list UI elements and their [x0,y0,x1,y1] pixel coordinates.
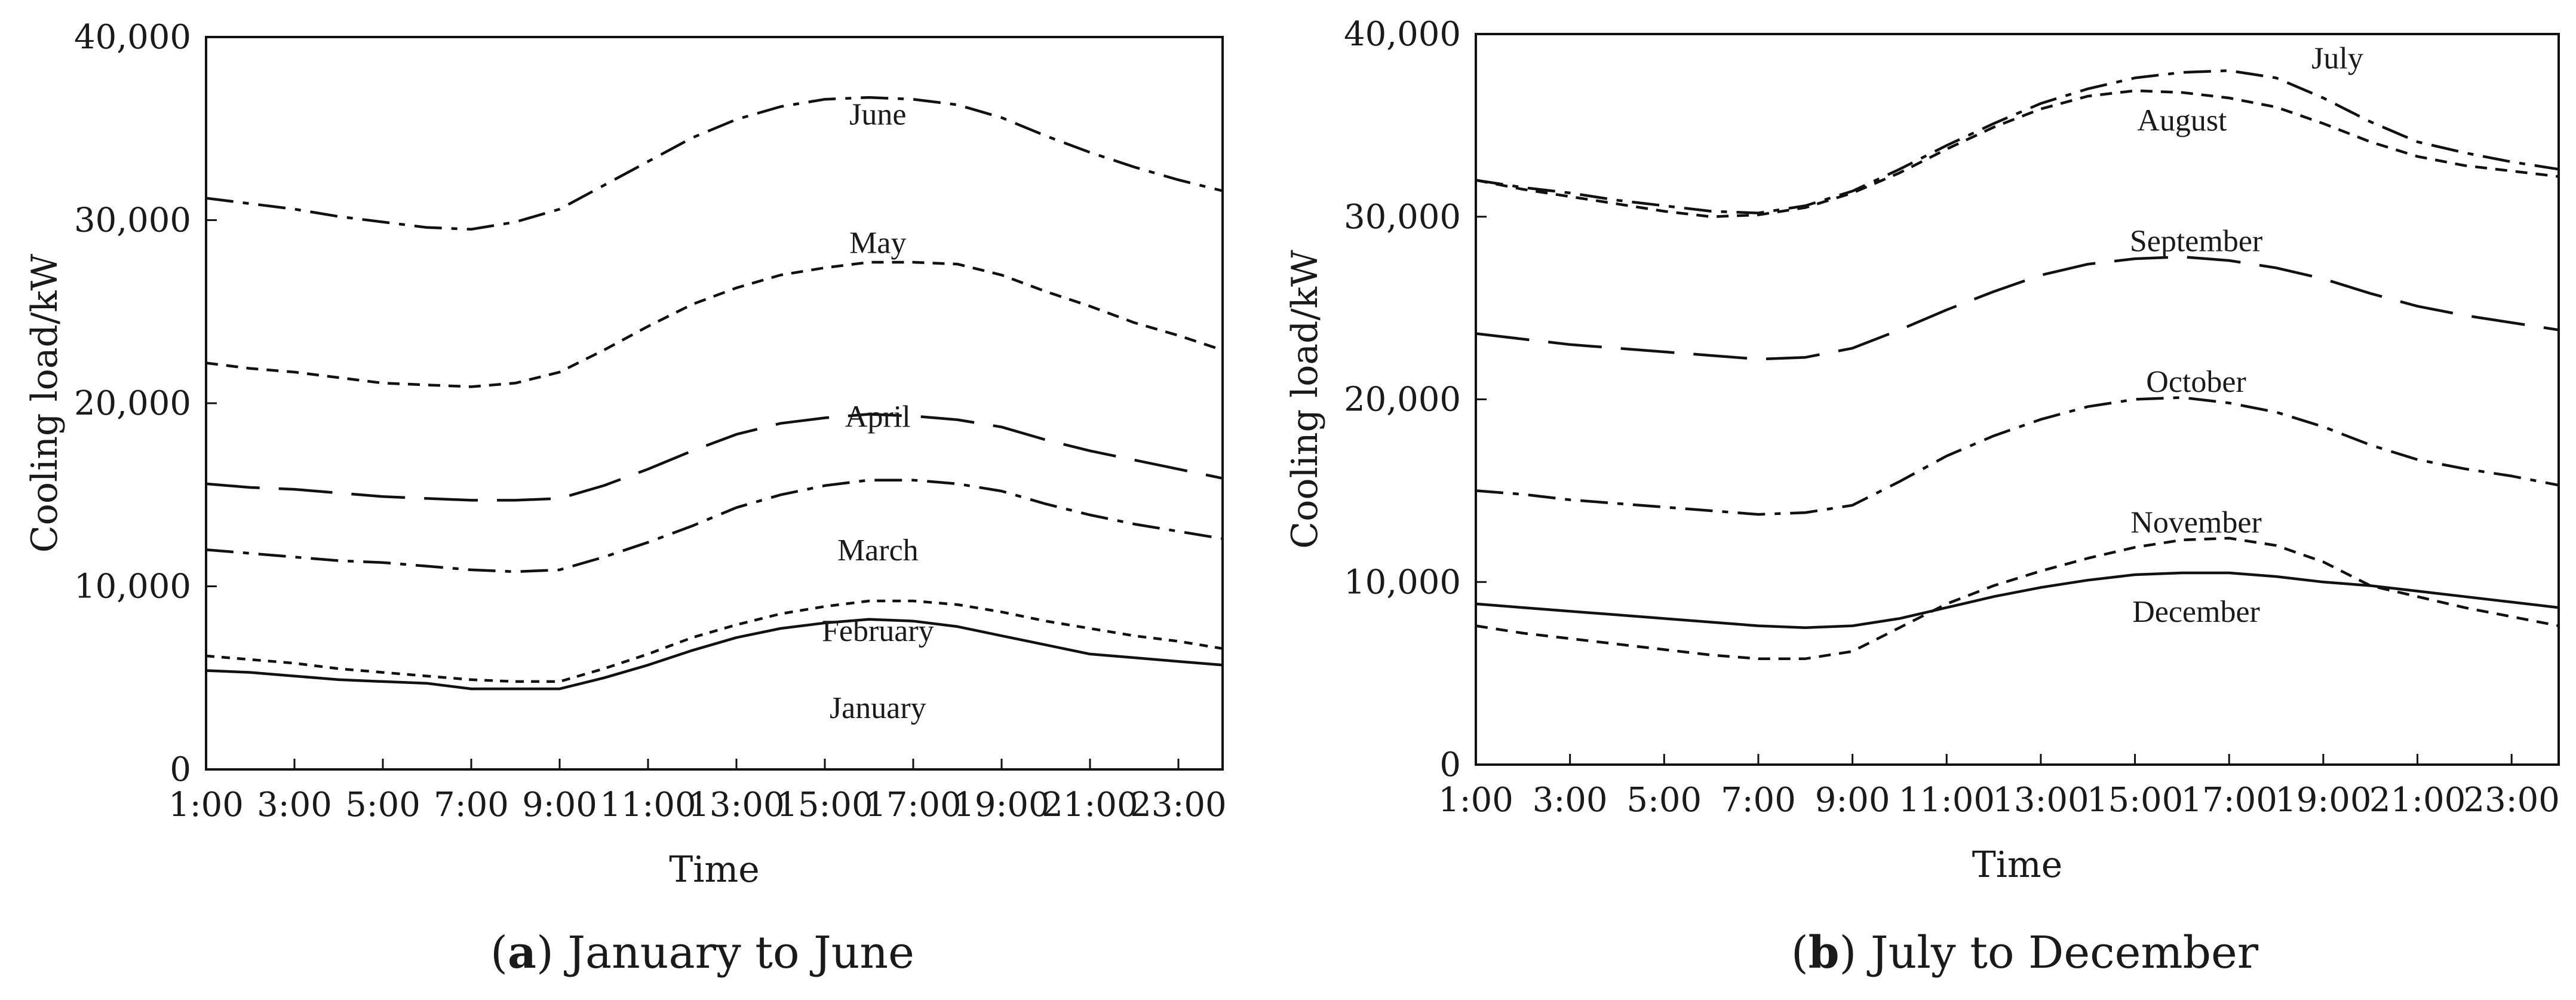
x-tick-label: 3:00 [1533,781,1608,820]
x-tick-label: 9:00 [1815,781,1890,820]
panel-caption: (b) July to December [1791,927,2259,978]
y-tick-label: 40,000 [74,18,191,57]
series-label-september: September [2130,224,2262,258]
x-tick-label: 15:00 [2087,781,2183,820]
x-tick-label: 23:00 [1130,786,1226,824]
series-line-october [1475,396,2559,516]
x-tick-label: 7:00 [434,786,509,824]
series-line-august [1475,89,2559,219]
x-tick-label: 15:00 [776,786,873,824]
series-label-august: August [2137,104,2227,138]
series-label-november: November [2130,505,2261,539]
series-line-july [1475,69,2559,214]
x-axis-title: Time [669,849,760,891]
y-tick-label: 0 [170,750,191,789]
series-label-march: March [837,533,919,568]
x-tick-label: 13:00 [1992,781,2089,820]
plot-frame [205,36,1224,771]
x-tick-label: 11:00 [600,786,696,824]
x-axis-title: Time [1972,844,2063,886]
series-label-june: June [849,98,906,132]
series-line-november [1475,536,2559,660]
x-tick-label: 1:00 [1438,781,1513,820]
x-tick-label: 3:00 [257,786,332,824]
x-tick-label: 17:00 [2181,781,2277,820]
series-label-october: October [2146,365,2246,399]
series-line-march [205,478,1223,573]
series-line-december [1475,571,2559,629]
x-tick-label: 5:00 [345,786,420,824]
x-tick-label: 23:00 [2463,781,2559,820]
y-tick-label: 20,000 [1344,381,1461,419]
series-label-january: January [830,691,926,725]
y-tick-label: 0 [1439,746,1461,784]
series-line-may [205,260,1223,388]
series-line-september [1475,255,2559,361]
y-tick-label: 10,000 [74,568,191,606]
series-label-july: July [2311,42,2363,76]
y-axis-title: Cooling load/kW [24,253,66,553]
x-tick-label: 1:00 [168,786,244,824]
x-tick-label: 5:00 [1626,781,1702,820]
y-tick-label: 20,000 [74,384,191,423]
series-line-january [205,618,1223,691]
x-tick-label: 17:00 [865,786,961,824]
x-tick-label: 21:00 [2369,781,2466,820]
series-label-december: December [2132,595,2260,629]
series-line-february [205,599,1223,683]
y-tick-label: 30,000 [1344,198,1461,237]
x-tick-label: 13:00 [688,786,784,824]
y-tick-label: 40,000 [1344,15,1461,54]
panel-caption: (a) January to June [490,927,914,978]
y-axis-title: Cooling load/kW [1284,250,1326,549]
x-tick-label: 7:00 [1721,781,1796,820]
series-line-april [205,413,1223,502]
x-tick-label: 19:00 [2275,781,2371,820]
panel-b-chart: 0 10,000 20,000 30,000 40,000 1:00 3:00 5:00 7:0… [1284,15,2560,978]
series-label-april: April [845,400,911,434]
x-tick-label: 21:00 [1042,786,1138,824]
x-tick-label: 19:00 [953,786,1049,824]
series-label-february: February [822,614,934,648]
y-tick-label: 10,000 [1344,563,1461,602]
x-tick-label: 11:00 [1899,781,1995,820]
series-label-may: May [849,226,906,260]
x-tick-label: 9:00 [522,786,597,824]
panel-a-chart: 0 10,000 20,000 30,000 40,000 1:00 3:00 5:00 7:0… [24,18,1227,978]
plot-frame [1475,33,2560,766]
series-line-june [205,96,1223,231]
y-tick-label: 30,000 [74,201,191,240]
